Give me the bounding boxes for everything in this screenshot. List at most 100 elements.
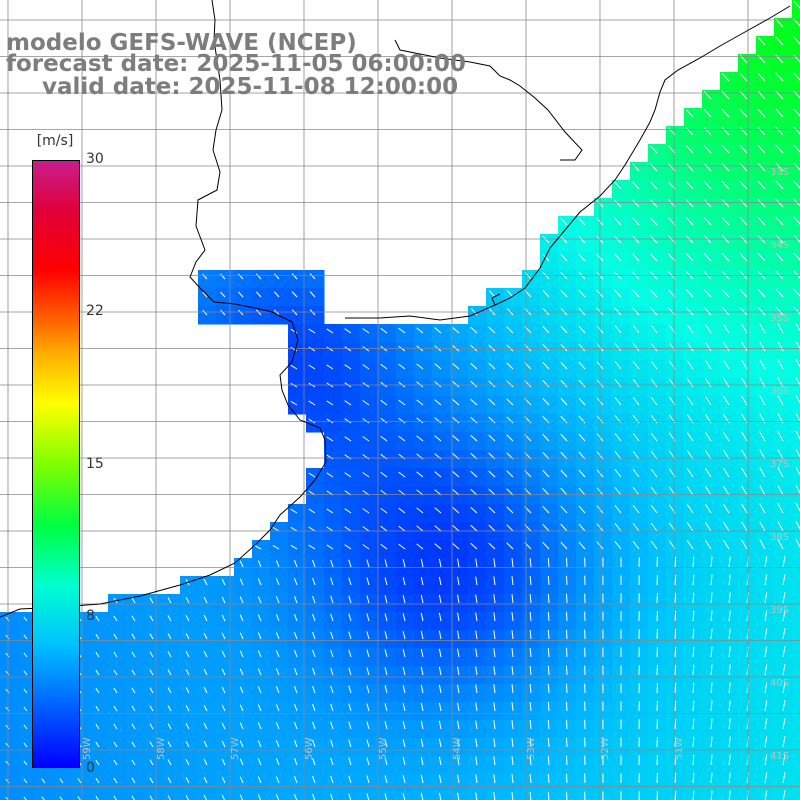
wind-speed-cell	[234, 792, 253, 800]
wind-speed-cell	[468, 360, 487, 379]
wind-arrow	[703, 108, 712, 118]
wind-speed-cell	[576, 324, 595, 343]
wind-arrow	[366, 739, 370, 748]
wind-speed-cell	[270, 774, 289, 793]
lat-label: 38S	[770, 532, 789, 543]
wind-arrow	[309, 273, 316, 280]
wind-arrow	[348, 721, 352, 730]
wind-speed-cell	[450, 738, 469, 757]
wind-arrow	[560, 307, 568, 316]
wind-arrow	[344, 418, 352, 424]
wind-speed-cell	[594, 540, 613, 559]
wind-arrow	[416, 363, 424, 370]
wind-speed-cell	[486, 504, 505, 523]
wind-speed-cell	[468, 612, 487, 631]
wind-speed-cell	[774, 378, 793, 397]
wind-arrow	[326, 346, 334, 352]
wind-speed-cell	[342, 486, 361, 505]
wind-speed-cell	[18, 666, 37, 685]
wind-arrow	[380, 507, 388, 514]
wind-arrow	[795, 502, 800, 513]
wind-arrow	[420, 612, 424, 622]
wind-arrow	[650, 468, 658, 478]
wind-speed-cell	[450, 378, 469, 397]
wind-speed-cell	[450, 360, 469, 379]
wind-arrow	[239, 578, 244, 586]
wind-speed-cell	[288, 378, 307, 397]
wind-arrow	[384, 739, 388, 748]
wind-arrow	[457, 702, 460, 712]
wind-speed-cell	[702, 630, 721, 649]
wind-arrow	[257, 722, 262, 730]
wind-speed-cell	[378, 432, 397, 451]
wind-speed-cell	[396, 630, 415, 649]
wind-arrow	[420, 576, 424, 586]
wind-speed-cell	[378, 702, 397, 721]
wind-speed-cell	[702, 738, 721, 757]
wind-speed-cell	[432, 432, 451, 451]
wind-speed-cell	[720, 414, 739, 433]
wind-arrow	[565, 647, 568, 658]
lon-label: 51W	[674, 737, 685, 760]
wind-arrow	[764, 646, 768, 658]
wind-speed-cell	[18, 774, 37, 793]
wind-speed-cell	[558, 792, 577, 800]
wind-speed-cell	[792, 360, 800, 379]
wind-arrow	[674, 610, 677, 622]
wind-arrow	[239, 632, 244, 640]
wind-arrow	[312, 577, 316, 586]
wind-speed-cell	[666, 594, 685, 613]
wind-speed-cell	[144, 738, 163, 757]
wind-arrow	[578, 505, 586, 514]
wind-arrow	[560, 433, 568, 442]
wind-arrow	[203, 578, 208, 586]
wind-speed-cell	[360, 486, 379, 505]
wind-speed-cell	[360, 324, 379, 343]
wind-arrow	[721, 108, 730, 118]
wind-speed-cell	[738, 720, 757, 739]
wind-arrow	[275, 668, 280, 676]
wind-arrow	[438, 576, 442, 586]
wind-speed-cell	[576, 702, 595, 721]
wind-speed-cell	[756, 504, 775, 523]
wind-arrow	[529, 576, 532, 586]
wind-speed-cell	[450, 540, 469, 559]
lat-label: 39S	[770, 605, 789, 616]
wind-speed-cell	[774, 648, 793, 667]
wind-speed-cell	[684, 576, 703, 595]
wind-speed-cell	[180, 702, 199, 721]
wind-speed-cell	[180, 612, 199, 631]
wind-arrow	[23, 634, 28, 640]
wind-speed-cell	[684, 396, 703, 415]
wind-arrow	[704, 522, 712, 532]
wind-arrow	[220, 309, 226, 316]
wind-arrow	[470, 524, 478, 532]
wind-speed-cell	[468, 594, 487, 613]
wind-arrow	[529, 594, 532, 604]
wind-arrow	[113, 687, 118, 694]
wind-speed-cell	[306, 468, 325, 487]
wind-arrow	[294, 740, 298, 748]
wind-speed-cell	[396, 432, 415, 451]
wind-arrow	[686, 486, 694, 496]
wind-speed-cell	[396, 684, 415, 703]
wind-arrow	[420, 774, 424, 784]
wind-arrow	[757, 162, 766, 172]
wind-arrow	[632, 360, 640, 370]
wind-arrow	[185, 723, 190, 730]
wind-arrow	[294, 560, 298, 568]
wind-speed-cell	[234, 738, 253, 757]
wind-arrow	[312, 757, 316, 766]
wind-arrow	[529, 612, 532, 622]
wind-speed-cell	[666, 504, 685, 523]
wind-speed-cell	[720, 648, 739, 667]
wind-arrow	[221, 776, 226, 784]
wind-arrow	[764, 754, 768, 766]
wind-arrow	[113, 777, 118, 784]
wind-speed-cell	[90, 702, 109, 721]
wind-speed-cell	[702, 612, 721, 631]
wind-speed-cell	[162, 756, 181, 775]
wind-speed-cell	[396, 612, 415, 631]
wind-arrow	[710, 682, 713, 694]
wind-speed-cell	[594, 630, 613, 649]
